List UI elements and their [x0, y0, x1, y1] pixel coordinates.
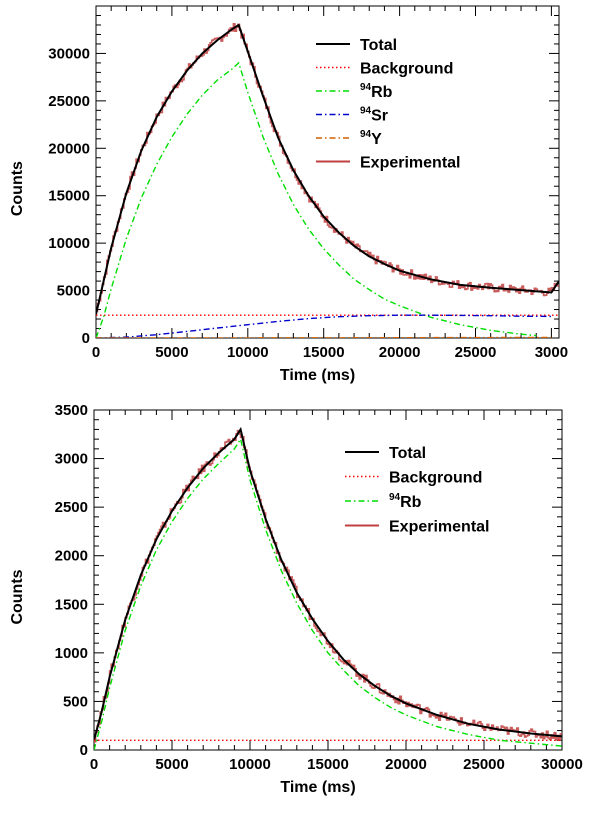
legend-label-sr94: 94Sr: [360, 106, 388, 125]
y-tick-label: 3000: [55, 451, 88, 468]
legend-label-experimental: Experimental: [389, 519, 489, 536]
legend-label-superscript: 94: [360, 106, 372, 117]
y-tick-label: 15000: [48, 188, 90, 205]
y-tick-label: 10000: [48, 235, 90, 252]
legend-label-rb94: 94Rb: [360, 82, 393, 101]
x-tick-label: 20000: [385, 756, 427, 773]
legend-label-superscript: 94: [360, 82, 372, 93]
y-tick-label: 3500: [55, 402, 88, 419]
x-tick-label: 0: [90, 756, 98, 773]
x-tick-label: 25000: [455, 344, 497, 361]
x-tick-label: 30000: [541, 756, 583, 773]
legend-label-background: Background: [360, 61, 453, 78]
x-axis-label: Time (ms): [280, 779, 355, 796]
y-tick-label: 20000: [48, 140, 90, 157]
x-tick-label: 10000: [227, 344, 269, 361]
legend-label-background: Background: [389, 470, 482, 487]
x-tick-label: 0: [92, 344, 100, 361]
legend-label-text: Rb: [371, 84, 393, 101]
legend-label-superscript: 94: [360, 129, 372, 140]
plot-area: [96, 23, 559, 338]
plot-area: [94, 426, 562, 750]
legend-label-total: Total: [360, 37, 397, 54]
series-y94-line: [96, 336, 552, 338]
legend-label-superscript: 94: [389, 492, 401, 503]
legend-label-total: Total: [389, 445, 426, 462]
x-tick-label: 10000: [229, 756, 271, 773]
x-tick-label: 5000: [155, 756, 188, 773]
y-tick-label: 5000: [57, 283, 90, 300]
y-tick-label: 0: [80, 742, 88, 759]
y-tick-label: 2000: [55, 548, 88, 565]
x-tick-label: 25000: [463, 756, 505, 773]
y-tick-label: 0: [82, 330, 90, 347]
x-tick-label: 15000: [307, 756, 349, 773]
legend-label-y94: 94Y: [360, 129, 382, 148]
y-axis-label: Counts: [9, 161, 26, 216]
legend-label-experimental: Experimental: [360, 155, 460, 172]
x-axis-label: Time (ms): [280, 367, 355, 384]
legend: Total Background 94Rb Experimental: [345, 445, 489, 536]
plot-frame: [95, 5, 560, 339]
chart-bottom-panel: 0 5000 10000 15000 20000 25000 30000 0 500 1000 15…: [9, 402, 583, 796]
series-sr94-line: [96, 314, 552, 338]
x-tick-label: 15000: [303, 344, 345, 361]
x-tick-label: 5000: [155, 344, 188, 361]
series-total-line: [96, 23, 559, 315]
y-tick-label: 1500: [55, 596, 88, 613]
legend-label-text: Rb: [400, 494, 422, 511]
y-tick-label: 25000: [48, 93, 90, 110]
chart-top-panel: 0 5000 10000 15000 20000 25000 300005000100001…: [9, 5, 568, 384]
y-axis-label: Counts: [9, 569, 26, 624]
plot-frame: [93, 409, 563, 751]
legend-label-rb94: 94Rb: [389, 492, 422, 511]
x-tick-label: 3000: [535, 344, 568, 361]
legend-label-text: Y: [371, 131, 382, 148]
y-tick-label: 1000: [55, 645, 88, 662]
series-rb94-line: [96, 61, 537, 338]
y-tick-label: 2500: [55, 499, 88, 516]
legend-label-text: Sr: [371, 108, 388, 125]
x-tick-label: 20000: [379, 344, 421, 361]
series-rb94-line: [94, 437, 562, 750]
y-tick-label: 500: [63, 693, 88, 710]
series-total-line: [94, 426, 562, 741]
y-tick-label: 30000: [48, 45, 90, 62]
